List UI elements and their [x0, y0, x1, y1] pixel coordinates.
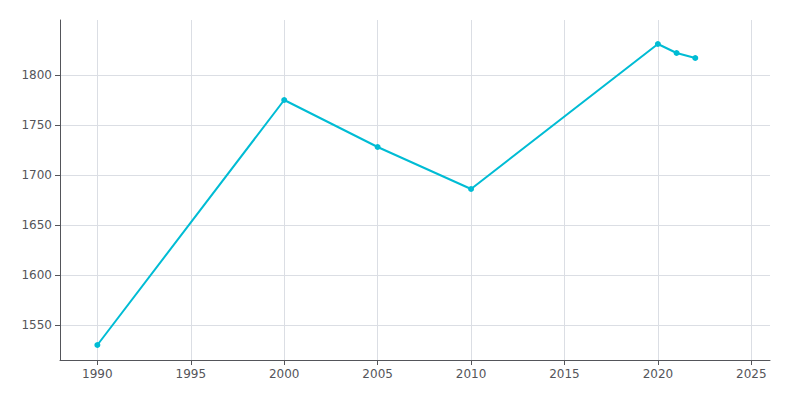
- svg-text:1600: 1600: [21, 268, 52, 282]
- svg-text:1800: 1800: [21, 68, 52, 82]
- svg-text:1750: 1750: [21, 118, 52, 132]
- svg-text:2010: 2010: [456, 367, 487, 381]
- svg-text:2020: 2020: [643, 367, 674, 381]
- svg-text:1700: 1700: [21, 168, 52, 182]
- svg-text:2015: 2015: [549, 367, 580, 381]
- svg-text:2000: 2000: [269, 367, 300, 381]
- svg-text:2025: 2025: [736, 367, 767, 381]
- svg-text:1550: 1550: [21, 318, 52, 332]
- svg-text:1995: 1995: [176, 367, 207, 381]
- svg-text:2005: 2005: [362, 367, 393, 381]
- svg-text:1990: 1990: [82, 367, 113, 381]
- svg-text:1650: 1650: [21, 218, 52, 232]
